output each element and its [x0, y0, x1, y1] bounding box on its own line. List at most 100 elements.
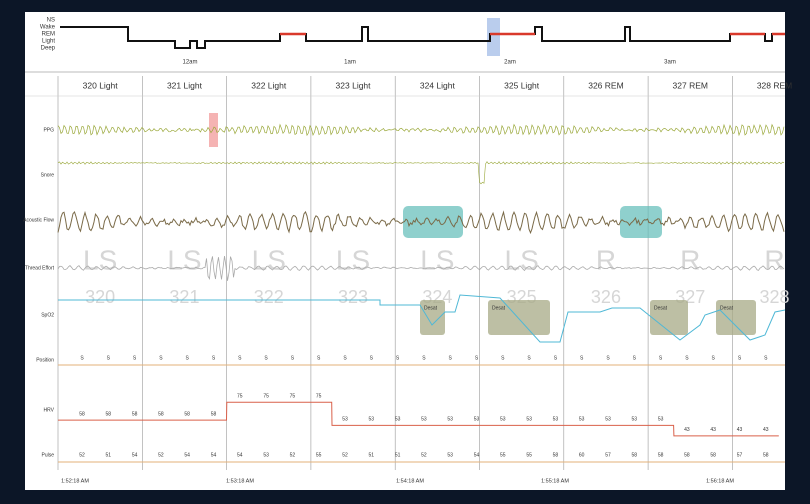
channel-label: Position — [36, 357, 54, 363]
hrv-value: 53 — [658, 417, 664, 423]
hypnogram-time: 12am — [182, 60, 197, 66]
stage-label: Wake — [40, 25, 56, 31]
channel-label: PPG — [43, 127, 54, 133]
hypnogram-cursor — [487, 18, 500, 56]
channel-label: SpO2 — [41, 312, 54, 318]
pulse-value: 51 — [395, 452, 401, 458]
hrv-value: 53 — [447, 417, 453, 423]
desat-box — [716, 300, 756, 335]
channel-label: Thread Effort — [25, 265, 55, 271]
event-box — [620, 206, 662, 238]
epoch-watermark: 323 — [338, 287, 368, 307]
stage-watermark: LS — [505, 244, 539, 275]
event-box — [403, 206, 463, 238]
hypnogram-time: 3am — [664, 60, 676, 66]
desat-label: Desat — [720, 305, 734, 311]
position-value: S — [633, 355, 637, 361]
position-value: S — [475, 355, 479, 361]
pulse-value: 58 — [763, 452, 769, 458]
pulse-value: 52 — [290, 452, 296, 458]
hrv-value: 53 — [342, 417, 348, 423]
epoch-header: 326 REM — [588, 80, 623, 90]
position-value: S — [238, 355, 242, 361]
hrv-value: 75 — [316, 394, 322, 400]
stage-watermark: R — [764, 244, 784, 275]
pulse-value: 58 — [553, 452, 559, 458]
pulse-value: 51 — [106, 452, 112, 458]
pulse-value: 58 — [632, 452, 638, 458]
epoch-watermark: 322 — [254, 287, 284, 307]
hypnogram-time: 2am — [504, 60, 516, 66]
hrv-value: 53 — [500, 417, 506, 423]
hypnogram-time: 1am — [344, 60, 356, 66]
waveform — [57, 161, 785, 185]
desat-label: Desat — [424, 305, 438, 311]
stage-watermark: LS — [167, 244, 201, 275]
pulse-value: 57 — [737, 452, 743, 458]
epoch-watermark: 328 — [760, 287, 790, 307]
epoch-header: 327 REM — [673, 80, 708, 90]
waveform — [57, 256, 785, 281]
hrv-value: 53 — [395, 417, 401, 423]
position-value: S — [501, 355, 505, 361]
pulse-value: 57 — [605, 452, 611, 458]
pulse-value: 55 — [316, 452, 322, 458]
desat-box — [420, 300, 445, 335]
desat-box — [650, 300, 688, 335]
pulse-value: 54 — [474, 452, 480, 458]
hrv-value: 53 — [632, 417, 638, 423]
artifact-marker — [209, 113, 218, 147]
pulse-value: 52 — [158, 452, 164, 458]
position-value: S — [685, 355, 689, 361]
position-value: S — [159, 355, 163, 361]
time-label: 1:55:18 AM — [541, 478, 569, 484]
hrv-value: 53 — [605, 417, 611, 423]
channel-label: Pulse — [41, 452, 54, 458]
channel-label: Snore — [41, 172, 55, 178]
channel-label: HRV — [44, 407, 55, 413]
time-label: 1:53:18 AM — [226, 478, 254, 484]
position-value: S — [606, 355, 610, 361]
epoch-header: 323 Light — [336, 80, 372, 90]
stage-label: NS — [47, 18, 55, 24]
hrv-value: 58 — [79, 411, 85, 417]
hrv-value: 58 — [211, 411, 217, 417]
hypnogram-line — [60, 26, 785, 49]
pulse-value: 52 — [421, 452, 427, 458]
position-value: S — [580, 355, 584, 361]
pulse-value: 60 — [579, 452, 585, 458]
stage-watermark: R — [680, 244, 700, 275]
position-value: S — [343, 355, 347, 361]
stage-label: Deep — [41, 46, 56, 52]
stage-watermark: LS — [252, 244, 286, 275]
desat-label: Desat — [654, 305, 668, 311]
hrv-value: 58 — [158, 411, 164, 417]
desat-label: Desat — [492, 305, 506, 311]
hrv-line — [58, 401, 779, 437]
epoch-watermark: 326 — [591, 287, 621, 307]
waveform — [57, 210, 785, 235]
stage-label: REM — [42, 32, 55, 38]
hrv-value: 43 — [737, 427, 743, 433]
position-value: S — [317, 355, 321, 361]
hrv-value: 53 — [526, 417, 532, 423]
hrv-value: 53 — [369, 417, 375, 423]
position-value: S — [554, 355, 558, 361]
pulse-value: 58 — [658, 452, 664, 458]
hrv-value: 58 — [106, 411, 112, 417]
position-value: S — [738, 355, 742, 361]
spo2-line — [58, 294, 786, 343]
position-value: S — [212, 355, 216, 361]
hrv-value: 75 — [263, 394, 269, 400]
hrv-value: 53 — [579, 417, 585, 423]
pulse-value: 58 — [710, 452, 716, 458]
pulse-value: 53 — [447, 452, 453, 458]
pulse-value: 55 — [526, 452, 532, 458]
waveform — [57, 123, 785, 137]
position-value: S — [107, 355, 111, 361]
position-value: S — [80, 355, 84, 361]
epoch-header: 322 Light — [251, 80, 287, 90]
pulse-value: 58 — [684, 452, 690, 458]
hrv-value: 75 — [237, 394, 243, 400]
hrv-value: 53 — [421, 417, 427, 423]
